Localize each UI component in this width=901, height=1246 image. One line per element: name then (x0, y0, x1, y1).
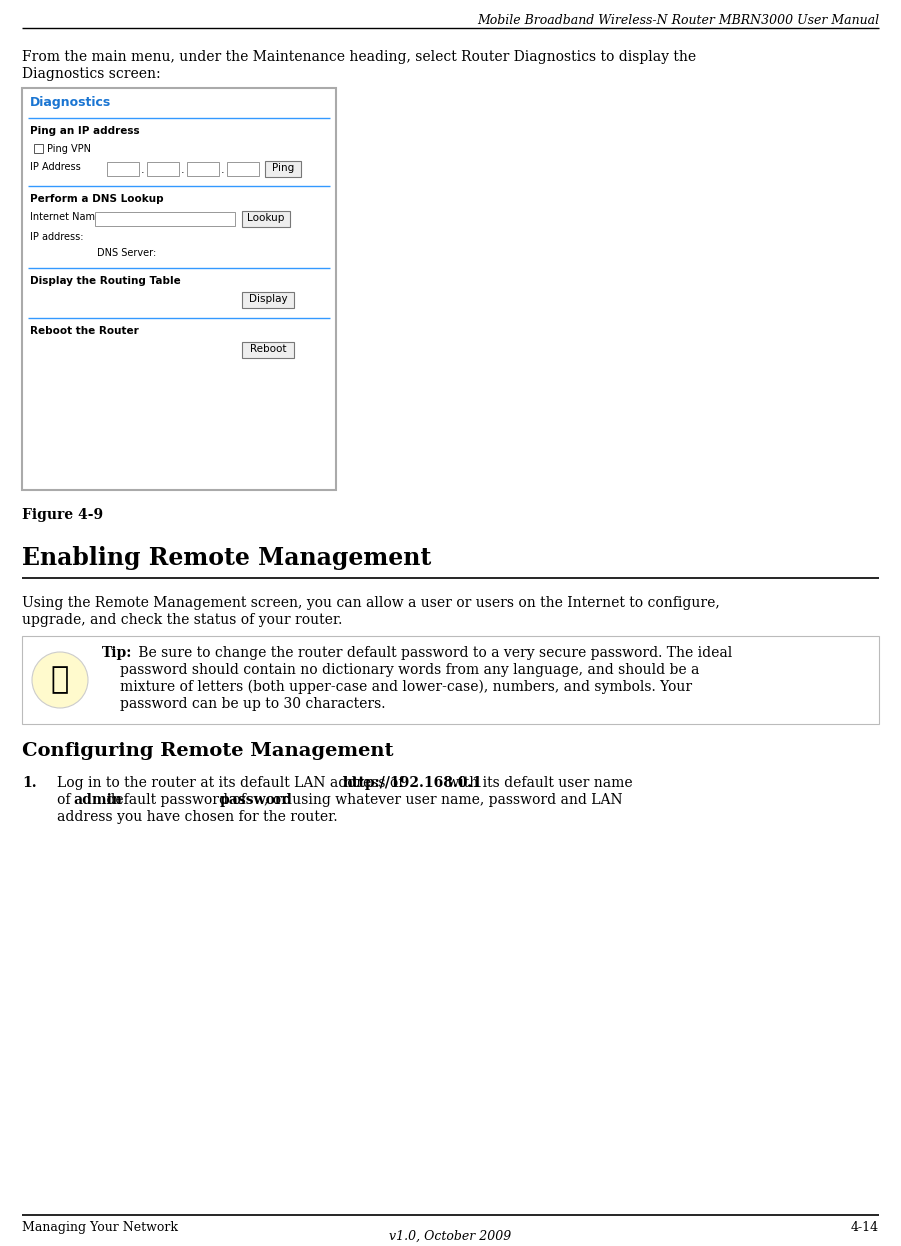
Text: .: . (141, 164, 145, 174)
Text: password should contain no dictionary words from any language, and should be a: password should contain no dictionary wo… (120, 663, 699, 677)
Bar (95, 212, 235, 226)
Bar (147, 162, 179, 176)
Text: Perform a DNS Lookup: Perform a DNS Lookup (30, 194, 164, 204)
Text: 1.: 1. (22, 776, 37, 790)
Text: From the main menu, under the Maintenance heading, select Router Diagnostics to : From the main menu, under the Maintenanc… (22, 50, 696, 64)
Text: Reboot: Reboot (250, 344, 287, 354)
Text: 💡: 💡 (50, 665, 69, 694)
Text: Enabling Remote Management: Enabling Remote Management (22, 546, 432, 569)
Text: Lookup: Lookup (247, 213, 285, 223)
Text: http://192.168.0.1: http://192.168.0.1 (342, 776, 483, 790)
Text: Be sure to change the router default password to a very secure password. The ide: Be sure to change the router default pas… (134, 645, 733, 660)
Text: admin: admin (74, 792, 123, 807)
Text: Mobile Broadband Wireless-N Router MBRN3000 User Manual: Mobile Broadband Wireless-N Router MBRN3… (477, 14, 879, 27)
Bar (242, 341, 294, 358)
Text: Managing Your Network: Managing Your Network (22, 1221, 178, 1234)
Text: Ping: Ping (272, 163, 294, 173)
Text: IP address:: IP address: (30, 232, 84, 242)
Text: Figure 4-9: Figure 4-9 (22, 508, 103, 522)
Text: Configuring Remote Management: Configuring Remote Management (22, 743, 394, 760)
Text: Display: Display (249, 294, 287, 304)
FancyBboxPatch shape (22, 635, 879, 724)
Text: Diagnostics: Diagnostics (30, 96, 111, 108)
Text: , or using whatever user name, password and LAN: , or using whatever user name, password … (264, 792, 623, 807)
Text: Internet Name: Internet Name (30, 212, 101, 222)
Bar (187, 162, 219, 176)
Text: Reboot the Router: Reboot the Router (30, 326, 139, 336)
Text: mixture of letters (both upper-case and lower-case), numbers, and symbols. Your: mixture of letters (both upper-case and … (120, 680, 692, 694)
Text: of: of (57, 792, 75, 807)
Text: password: password (220, 792, 292, 807)
Text: .: . (221, 164, 224, 174)
Bar (107, 162, 139, 176)
Text: Tip:: Tip: (102, 645, 132, 660)
Text: DNS Server:: DNS Server: (97, 248, 156, 258)
Circle shape (32, 652, 88, 708)
Bar (22, 88, 336, 490)
Text: password can be up to 30 characters.: password can be up to 30 characters. (120, 697, 386, 711)
Text: Ping an IP address: Ping an IP address (30, 126, 140, 136)
Text: IP Address: IP Address (30, 162, 81, 172)
Bar (227, 162, 259, 176)
Text: address you have chosen for the router.: address you have chosen for the router. (57, 810, 338, 824)
Text: Diagnostics screen:: Diagnostics screen: (22, 67, 160, 81)
Text: Using the Remote Management screen, you can allow a user or users on the Interne: Using the Remote Management screen, you … (22, 596, 720, 611)
Text: v1.0, October 2009: v1.0, October 2009 (389, 1230, 511, 1244)
Text: .: . (181, 164, 185, 174)
Text: default password of: default password of (102, 792, 250, 807)
Bar (242, 292, 294, 308)
Text: with its default user name: with its default user name (443, 776, 633, 790)
Text: upgrade, and check the status of your router.: upgrade, and check the status of your ro… (22, 613, 342, 627)
Text: Ping VPN: Ping VPN (47, 145, 91, 155)
Text: Log in to the router at its default LAN address of: Log in to the router at its default LAN … (57, 776, 408, 790)
Bar (242, 211, 290, 227)
Text: Display the Routing Table: Display the Routing Table (30, 277, 181, 287)
Bar (265, 161, 301, 177)
Bar (34, 145, 43, 153)
Text: 4-14: 4-14 (851, 1221, 879, 1234)
